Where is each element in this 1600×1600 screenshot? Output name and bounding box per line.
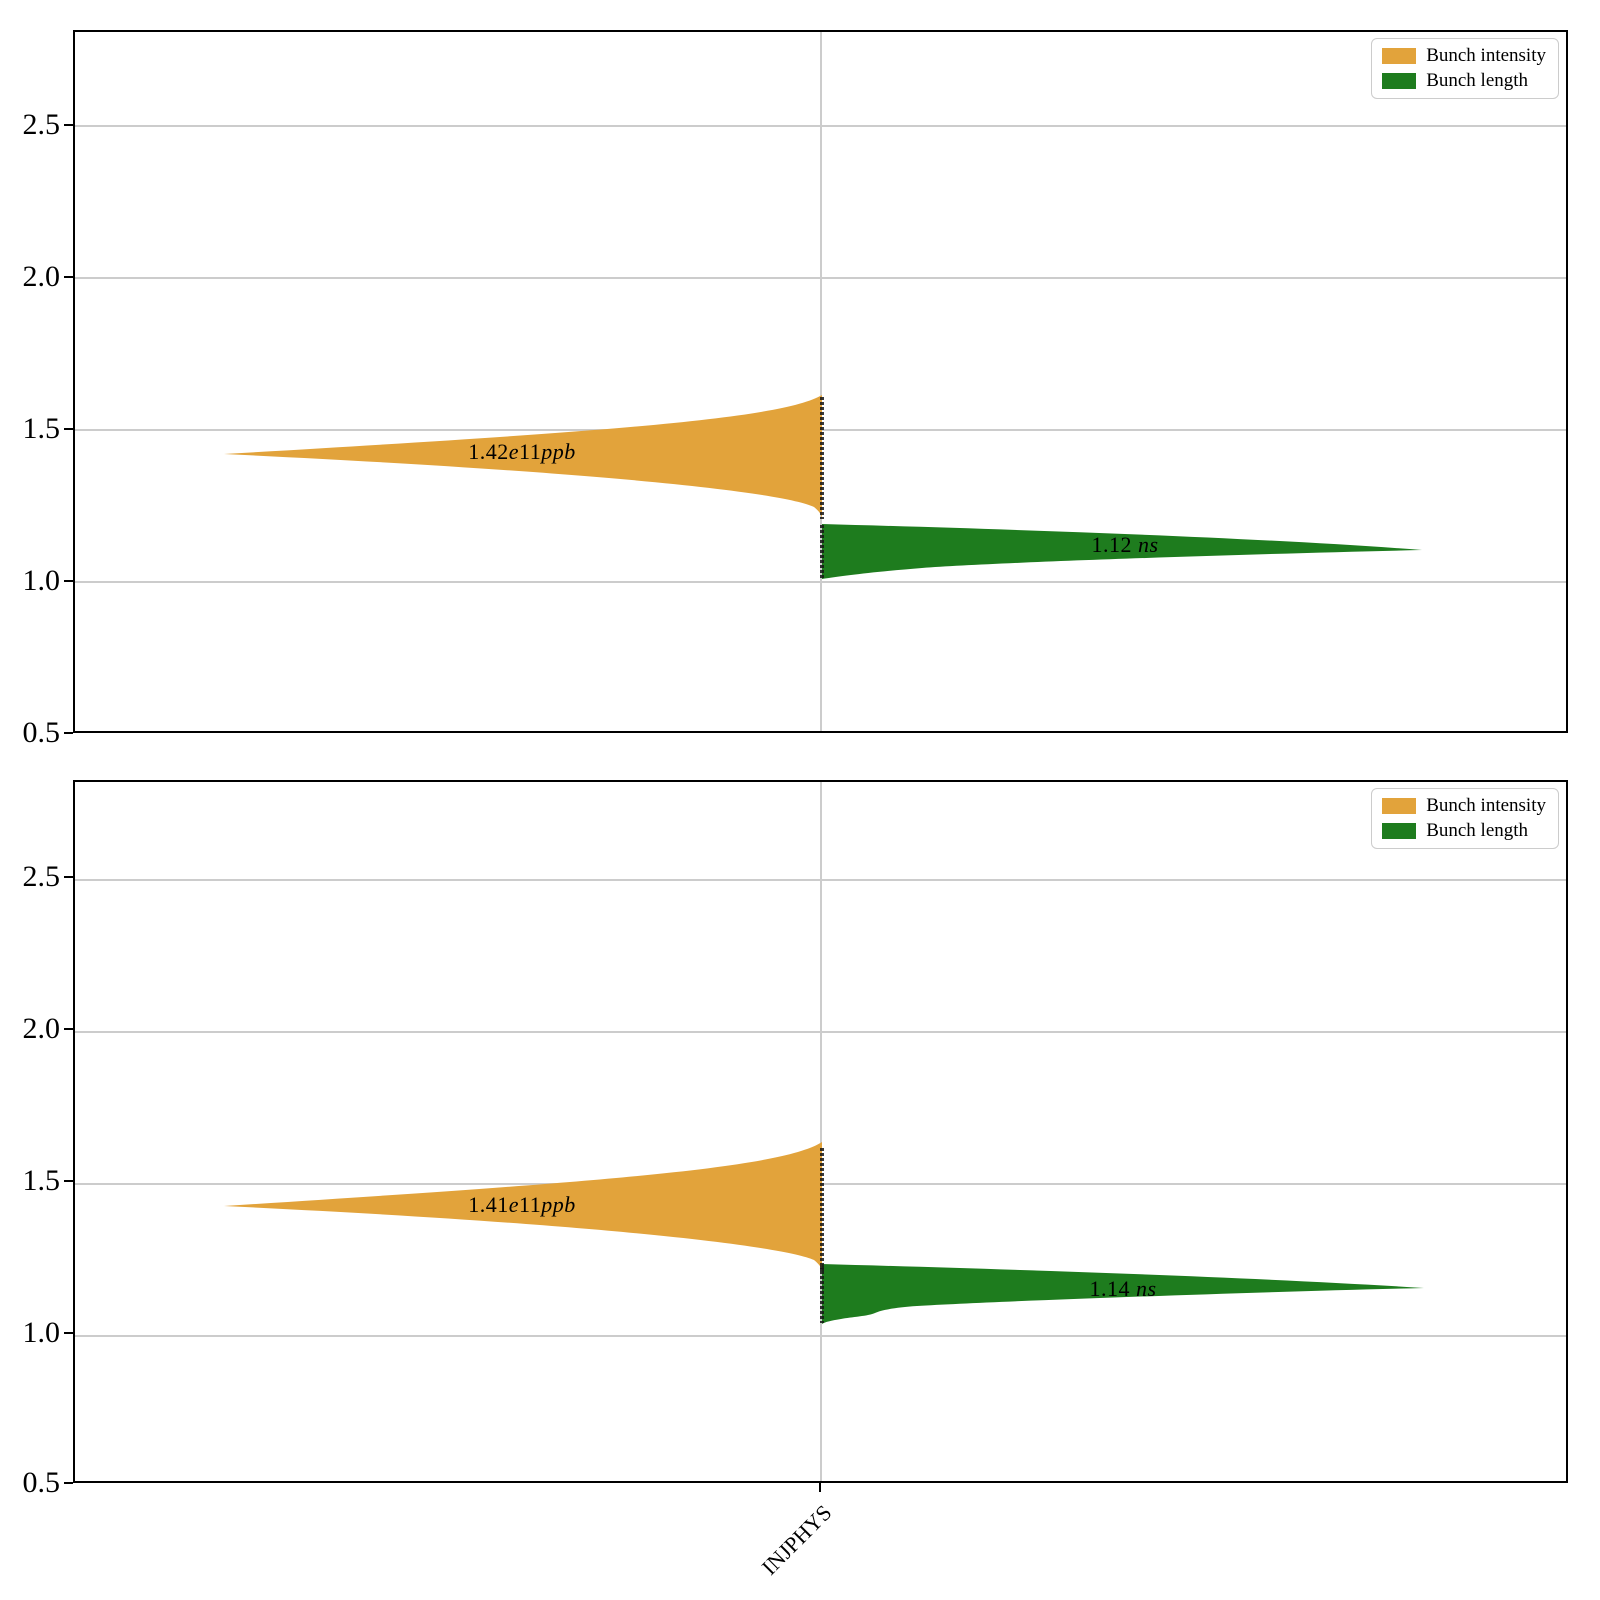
y-axis-tick-mark bbox=[64, 428, 73, 430]
annotation-bunch-intensity: 1.42e11ppb bbox=[468, 439, 575, 465]
annotation-value: 1.41 bbox=[468, 1192, 509, 1217]
legend-swatch-bunch-intensity bbox=[1382, 798, 1417, 814]
annotation-unit: ns bbox=[1135, 1276, 1157, 1301]
y-axis-tick-label: 2.5 bbox=[22, 860, 61, 893]
legend-label: Bunch length bbox=[1426, 820, 1529, 841]
annotation-bunch-length: 1.14 ns bbox=[1089, 1276, 1156, 1302]
y-axis-tick-label: 1.5 bbox=[22, 412, 61, 445]
bunch-intensity-violin bbox=[224, 395, 822, 521]
x-axis-tick-mark bbox=[819, 1483, 821, 1492]
y-axis-tick-label: 1.5 bbox=[22, 1164, 61, 1197]
y-axis-tick-mark bbox=[64, 1332, 73, 1334]
annotation-value: 1.12 bbox=[1091, 532, 1132, 557]
y-axis-tick-label: 2.0 bbox=[22, 1012, 61, 1045]
y-axis-tick-label: 2.0 bbox=[22, 260, 61, 293]
y-axis-tick-label: 1.0 bbox=[22, 564, 61, 597]
violin-plot-bottom bbox=[224, 1142, 1424, 1324]
legend-item: Bunch length bbox=[1382, 821, 1546, 841]
axes-top: 1.42e11ppb 1.12 ns Bunch intensity Bunch… bbox=[73, 30, 1568, 733]
legend-item: Bunch length bbox=[1382, 71, 1546, 91]
legend-swatch-rect bbox=[1382, 798, 1417, 814]
violin-plot-top bbox=[224, 395, 1422, 579]
y-axis-tick-mark bbox=[64, 1180, 73, 1182]
legend: Bunch intensity Bunch length bbox=[1371, 38, 1559, 99]
legend-item: Bunch intensity bbox=[1382, 796, 1546, 816]
legend-label: Bunch intensity bbox=[1426, 45, 1546, 66]
annotation-bunch-intensity: 1.41e11ppb bbox=[468, 1192, 575, 1218]
legend-swatch-rect bbox=[1382, 48, 1417, 64]
annotation-bunch-length: 1.12 ns bbox=[1091, 532, 1158, 558]
legend: Bunch intensity Bunch length bbox=[1371, 788, 1559, 849]
legend-swatch-bunch-length bbox=[1382, 73, 1417, 89]
y-axis-tick-label: 2.5 bbox=[22, 108, 61, 141]
axes-bottom: 1.41e11ppb 1.14 ns Bunch intensity Bunch… bbox=[73, 780, 1568, 1483]
annotation-value: 1.42 bbox=[468, 439, 509, 464]
annotation-exp: e bbox=[508, 1192, 520, 1217]
bunch-intensity-violin bbox=[224, 1142, 822, 1273]
legend-swatch-bunch-intensity bbox=[1382, 48, 1417, 64]
bunch-length-violin bbox=[822, 524, 1422, 579]
gridline-injphys bbox=[820, 32, 822, 731]
annotation-exp-value: 11 bbox=[519, 1192, 542, 1217]
annotation-unit: ns bbox=[1137, 532, 1159, 557]
y-axis-tick-label: 0.5 bbox=[22, 716, 61, 749]
x-axis-tick-label: INJPHYS bbox=[756, 1499, 837, 1580]
legend-label: Bunch intensity bbox=[1426, 795, 1546, 816]
y-axis-tick-mark bbox=[64, 1028, 73, 1030]
annotation-unit: ppb bbox=[541, 1192, 576, 1217]
legend-swatch-rect bbox=[1382, 73, 1417, 89]
bunch-length-violin bbox=[822, 1264, 1424, 1324]
y-axis-tick-mark bbox=[64, 580, 73, 582]
annotation-exp: e bbox=[508, 439, 520, 464]
legend-item: Bunch intensity bbox=[1382, 46, 1546, 66]
y-axis-tick-label: 0.5 bbox=[22, 1466, 61, 1499]
annotation-unit: ppb bbox=[541, 439, 576, 464]
annotation-exp-value: 11 bbox=[519, 439, 542, 464]
y-axis-tick-mark bbox=[64, 276, 73, 278]
y-axis-tick-mark bbox=[64, 876, 73, 878]
y-axis-tick-label: 1.0 bbox=[22, 1316, 61, 1349]
legend-swatch-bunch-length bbox=[1382, 823, 1417, 839]
y-axis-tick-mark bbox=[64, 732, 73, 734]
legend-label: Bunch length bbox=[1426, 70, 1529, 91]
gridline-injphys bbox=[820, 782, 822, 1481]
legend-swatch-rect bbox=[1382, 823, 1417, 839]
y-axis-tick-mark bbox=[64, 1482, 73, 1484]
annotation-value: 1.14 bbox=[1089, 1276, 1130, 1301]
y-axis-tick-mark bbox=[64, 124, 73, 126]
